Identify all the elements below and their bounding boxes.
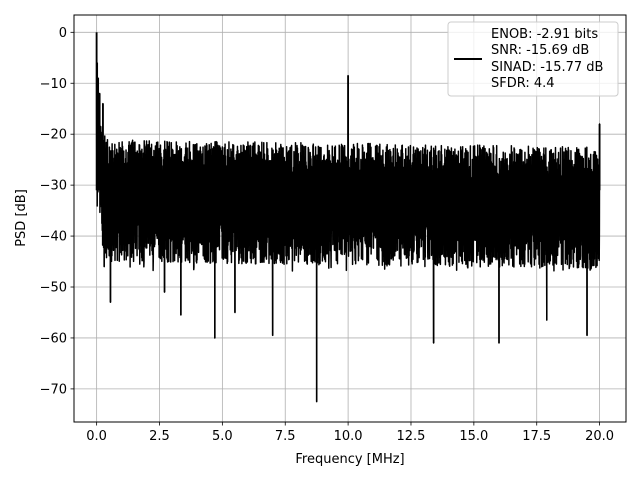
y-tick-label: −40 — [40, 230, 67, 245]
legend-text-sinad: SINAD: -15.77 dB — [491, 60, 603, 75]
x-tick-label: 0.0 — [86, 429, 107, 444]
x-tick-label: 2.5 — [149, 429, 170, 444]
plot-frame — [73, 14, 627, 423]
y-tick-label: −60 — [40, 331, 67, 346]
y-tick-label: −30 — [40, 179, 67, 194]
x-tick-label: 7.5 — [275, 429, 296, 444]
x-tick-label: 17.5 — [522, 429, 551, 444]
psd-series-line — [95, 32, 601, 403]
y-tick-label: −50 — [40, 281, 67, 296]
y-tick-label: 0 — [59, 26, 67, 41]
x-tick-label: 15.0 — [459, 429, 488, 444]
legend-text-sfdr: SFDR: 4.4 — [491, 76, 555, 91]
y-tick-label: −10 — [40, 77, 67, 92]
x-tick-label: 12.5 — [397, 429, 426, 444]
ticks: 0.0 2.5 5.0 7.5 10.0 12.5 15.0 17.5 20.0 0 −10 −20 −… — [40, 26, 615, 444]
legend-box — [447, 21, 619, 97]
y-axis-label: PSD [dB] — [14, 189, 29, 247]
x-tick-label: 10.0 — [334, 429, 363, 444]
data-layer — [95, 32, 601, 403]
legend-text-enob: ENOB: -2.91 bits — [491, 27, 598, 42]
x-tick-label: 5.0 — [212, 429, 233, 444]
legend: ENOB: -2.91 bits SNR: -15.69 dB SINAD: -… — [447, 21, 619, 97]
legend-text-snr: SNR: -15.69 dB — [491, 43, 589, 58]
x-axis-label: Frequency [MHz] — [295, 452, 404, 467]
y-tick-label: −70 — [40, 382, 67, 397]
y-tick-label: −20 — [40, 128, 67, 143]
x-tick-label: 20.0 — [585, 429, 614, 444]
